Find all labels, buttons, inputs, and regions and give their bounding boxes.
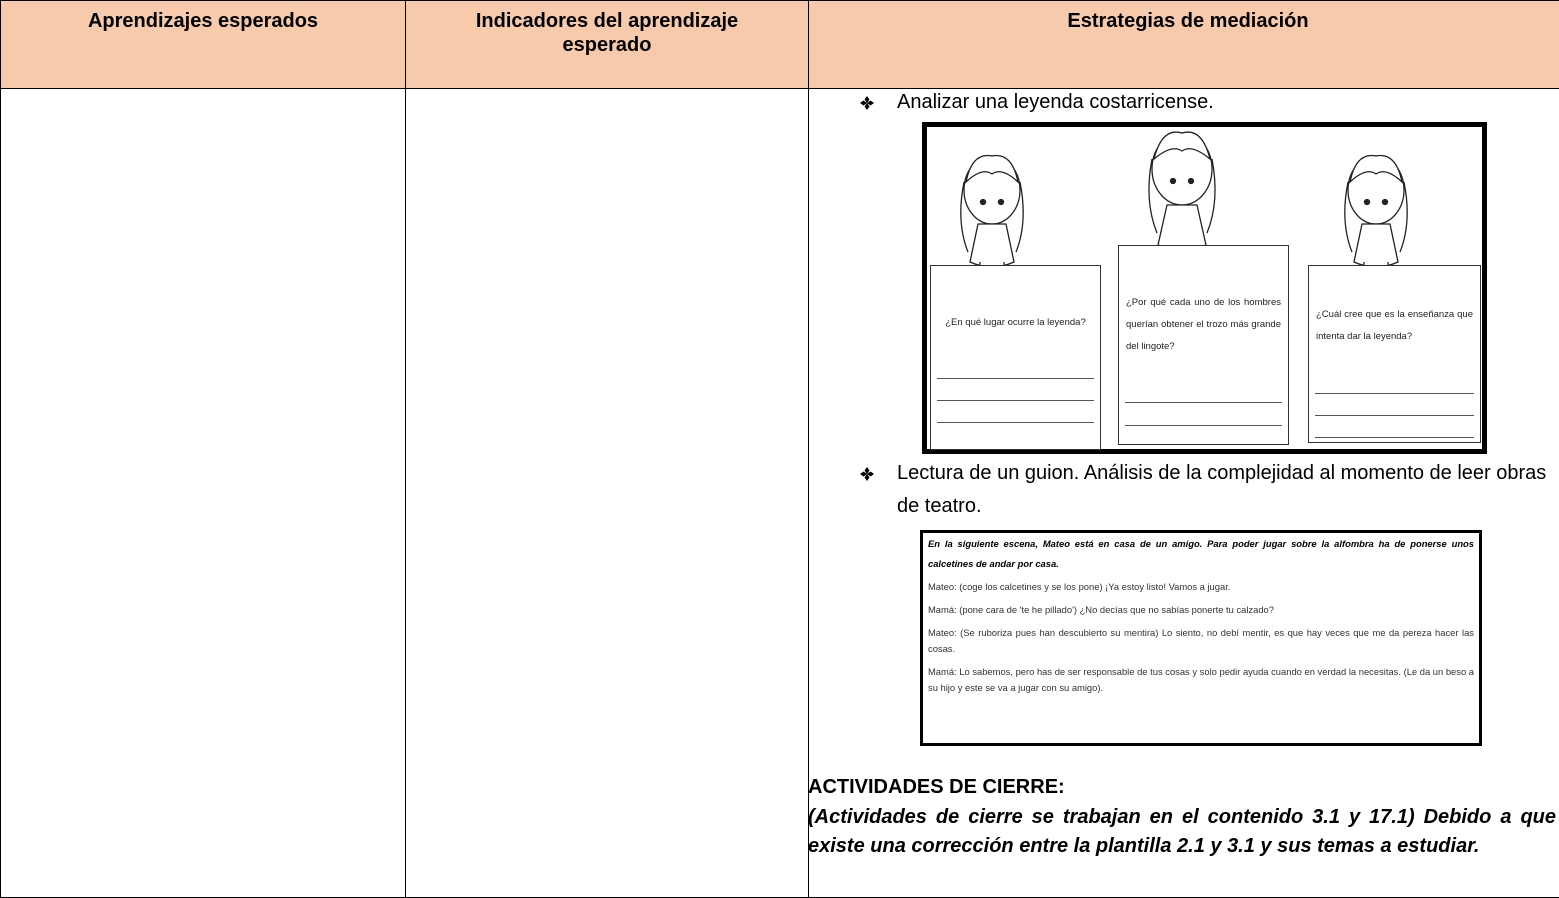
question-text: ¿Cuál cree que es la enseñanza que inten… [1316, 309, 1473, 342]
question-text: ¿Por qué cada uno de los hombres querían… [1126, 297, 1281, 352]
question-box: ¿Cuál cree que es la enseñanza que inten… [1308, 265, 1481, 443]
body-cell [405, 88, 809, 898]
script-intro: En la siguiente escena, Mateo está en ca… [928, 538, 1474, 569]
bullet-icon [860, 96, 874, 110]
body-cell [0, 88, 406, 898]
script-line: Mateo: (Se ruboriza pues han descubierto… [928, 627, 1474, 654]
question-box: ¿En qué lugar ocurre la leyenda? [930, 265, 1101, 450]
question-box: ¿Por qué cada uno de los hombres querían… [1118, 245, 1289, 445]
script-line: Mateo: (coge los calcetines y se los pon… [928, 581, 1231, 592]
worksheet-illustration [960, 131, 1408, 298]
closing-note: (Actividades de cierre se trabajan en el… [808, 806, 1556, 857]
script-line: Mamá: (pone cara de 'te he pillado') ¿No… [928, 604, 1274, 615]
activity-text: Lectura de un guion. Análisis de la comp… [897, 462, 1547, 517]
bullet-icon [860, 467, 874, 481]
header-text: Indicadores del aprendizaje esperado [475, 10, 739, 56]
script-box: En la siguiente escena, Mateo está en ca… [920, 530, 1482, 746]
activity-text: Analizar una leyenda costarricense. [897, 91, 1214, 113]
script-line: Mamá: Lo sabemos, pero has de ser respon… [928, 666, 1474, 693]
question-text: ¿En qué lugar ocurre la leyenda? [945, 317, 1086, 328]
header-text: Aprendizajes esperados [87, 10, 319, 32]
header-text: Estrategias de mediación [1067, 10, 1309, 32]
header-cell: Indicadores del aprendizaje esperado [405, 0, 809, 89]
header-cell: Aprendizajes esperados [0, 0, 406, 89]
closing-heading: ACTIVIDADES DE CIERRE: [808, 776, 1065, 798]
header-cell: Estrategias de mediación [808, 0, 1559, 89]
